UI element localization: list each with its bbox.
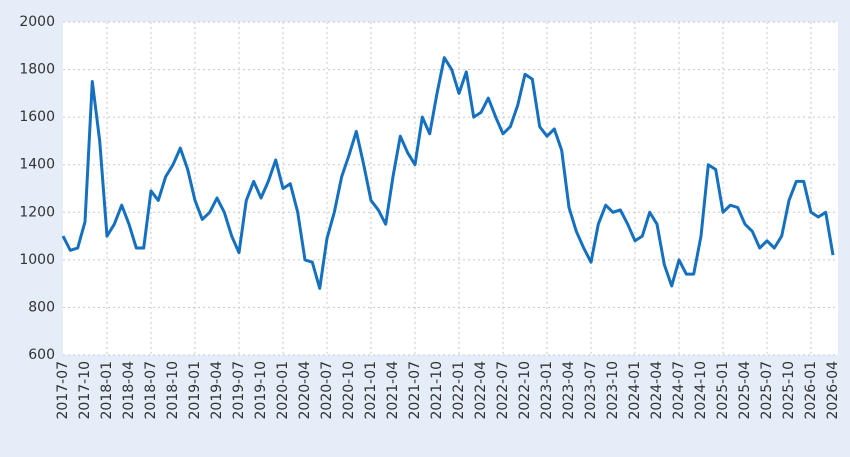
x-tick-label: 2023-10 xyxy=(605,361,621,420)
plot-area xyxy=(63,22,838,355)
x-tick-label: 2024-04 xyxy=(649,361,665,420)
x-tick-label: 2020-01 xyxy=(275,361,291,420)
y-tick-label: 2000 xyxy=(19,14,55,30)
x-tick-label: 2026-04 xyxy=(825,361,841,420)
x-tick-label: 2021-07 xyxy=(407,361,423,420)
x-tick-label: 2021-04 xyxy=(385,361,401,420)
x-tick-label: 2024-10 xyxy=(693,361,709,420)
x-tick-label: 2019-07 xyxy=(231,361,247,420)
y-tick-label: 1000 xyxy=(19,252,55,268)
x-tick-label: 2017-07 xyxy=(55,361,71,420)
x-tick-label: 2024-07 xyxy=(671,361,687,420)
x-tick-label: 2022-04 xyxy=(473,361,489,420)
x-tick-label: 2021-10 xyxy=(429,361,445,420)
x-tick-label: 2020-07 xyxy=(319,361,335,420)
y-tick-label: 1600 xyxy=(19,109,55,125)
x-tick-label: 2019-01 xyxy=(187,361,203,420)
y-tick-label: 1200 xyxy=(19,204,55,220)
x-tick-label: 2018-04 xyxy=(121,361,137,420)
y-tick-label: 1400 xyxy=(19,157,55,173)
x-tick-label: 2023-07 xyxy=(583,361,599,420)
x-tick-label: 2019-04 xyxy=(209,361,225,420)
x-tick-label: 2026-01 xyxy=(803,361,819,420)
line-series xyxy=(61,56,835,290)
x-tick-label: 2025-04 xyxy=(737,361,753,420)
y-tick-label: 800 xyxy=(28,299,55,315)
x-tick-label: 2022-10 xyxy=(517,361,533,420)
x-tick-label: 2023-01 xyxy=(539,361,555,420)
x-tick-label: 2018-01 xyxy=(99,361,115,420)
x-tick-label: 2023-04 xyxy=(561,361,577,420)
x-tick-label: 2018-10 xyxy=(165,361,181,420)
x-tick-label: 2022-01 xyxy=(451,361,467,420)
x-tick-label: 2018-07 xyxy=(143,361,159,420)
x-tick-label: 2021-01 xyxy=(363,361,379,420)
x-tick-label: 2025-01 xyxy=(715,361,731,420)
x-tick-label: 2020-04 xyxy=(297,361,313,420)
y-tick-label: 600 xyxy=(28,347,55,363)
y-tick-label: 1800 xyxy=(19,62,55,78)
x-tick-label: 2017-10 xyxy=(77,361,93,420)
x-tick-label: 2022-07 xyxy=(495,361,511,420)
x-tick-label: 2020-10 xyxy=(341,361,357,420)
x-tick-label: 2025-10 xyxy=(781,361,797,420)
x-tick-label: 2025-07 xyxy=(759,361,775,420)
x-tick-label: 2019-10 xyxy=(253,361,269,420)
x-tick-label: 2024-01 xyxy=(627,361,643,420)
